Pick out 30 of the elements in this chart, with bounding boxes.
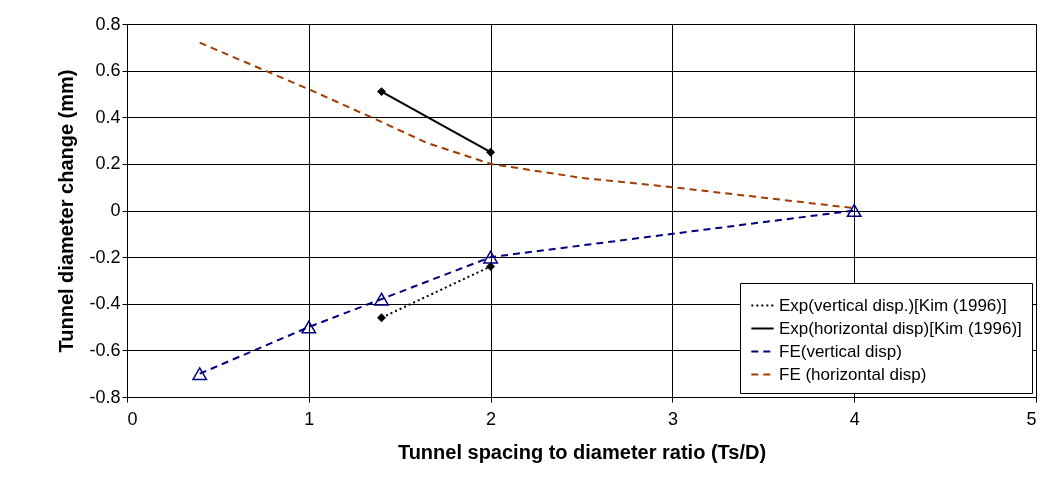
y-tick-label: 0.6 <box>95 60 121 81</box>
y-tick-label: -0.6 <box>89 339 121 360</box>
y-tick-label: 0.4 <box>95 106 121 127</box>
point <box>483 250 499 264</box>
x-axis-title: Tunnel spacing to diameter ratio (Ts/D) <box>397 440 767 463</box>
x-tick-label: 4 <box>849 408 860 429</box>
y-tick-label: 0.8 <box>95 13 121 34</box>
point <box>301 320 317 334</box>
legend-label: FE (horizontal disp) <box>779 364 927 384</box>
x-tick-label: 0 <box>127 408 138 429</box>
y-tick-label: -0.2 <box>89 246 121 267</box>
point <box>374 292 389 306</box>
y-axis-title: Tunnel diameter change (mm) <box>55 69 78 353</box>
point <box>486 147 496 157</box>
legend-label: FE(vertical disp) <box>779 341 902 361</box>
point <box>846 203 862 218</box>
y-tick-label: 0.2 <box>95 153 121 174</box>
point <box>377 313 386 323</box>
x-tick-label: 1 <box>304 408 315 429</box>
y-tick-label: -0.4 <box>89 293 121 314</box>
legend-label: Exp(horizontal disp)[Kim (1996)] <box>779 318 1022 338</box>
y-tick-label: 0 <box>110 200 121 220</box>
y-tick-label: -0.8 <box>89 386 121 407</box>
x-tick-label: 3 <box>667 408 678 429</box>
x-tick-label: 5 <box>1026 408 1037 429</box>
point <box>192 367 208 381</box>
x-tick-label: 2 <box>486 408 497 429</box>
point <box>377 87 386 97</box>
point <box>486 261 496 271</box>
legend-label: Exp(vertical disp.)[Kim (1996)] <box>779 295 1007 315</box>
